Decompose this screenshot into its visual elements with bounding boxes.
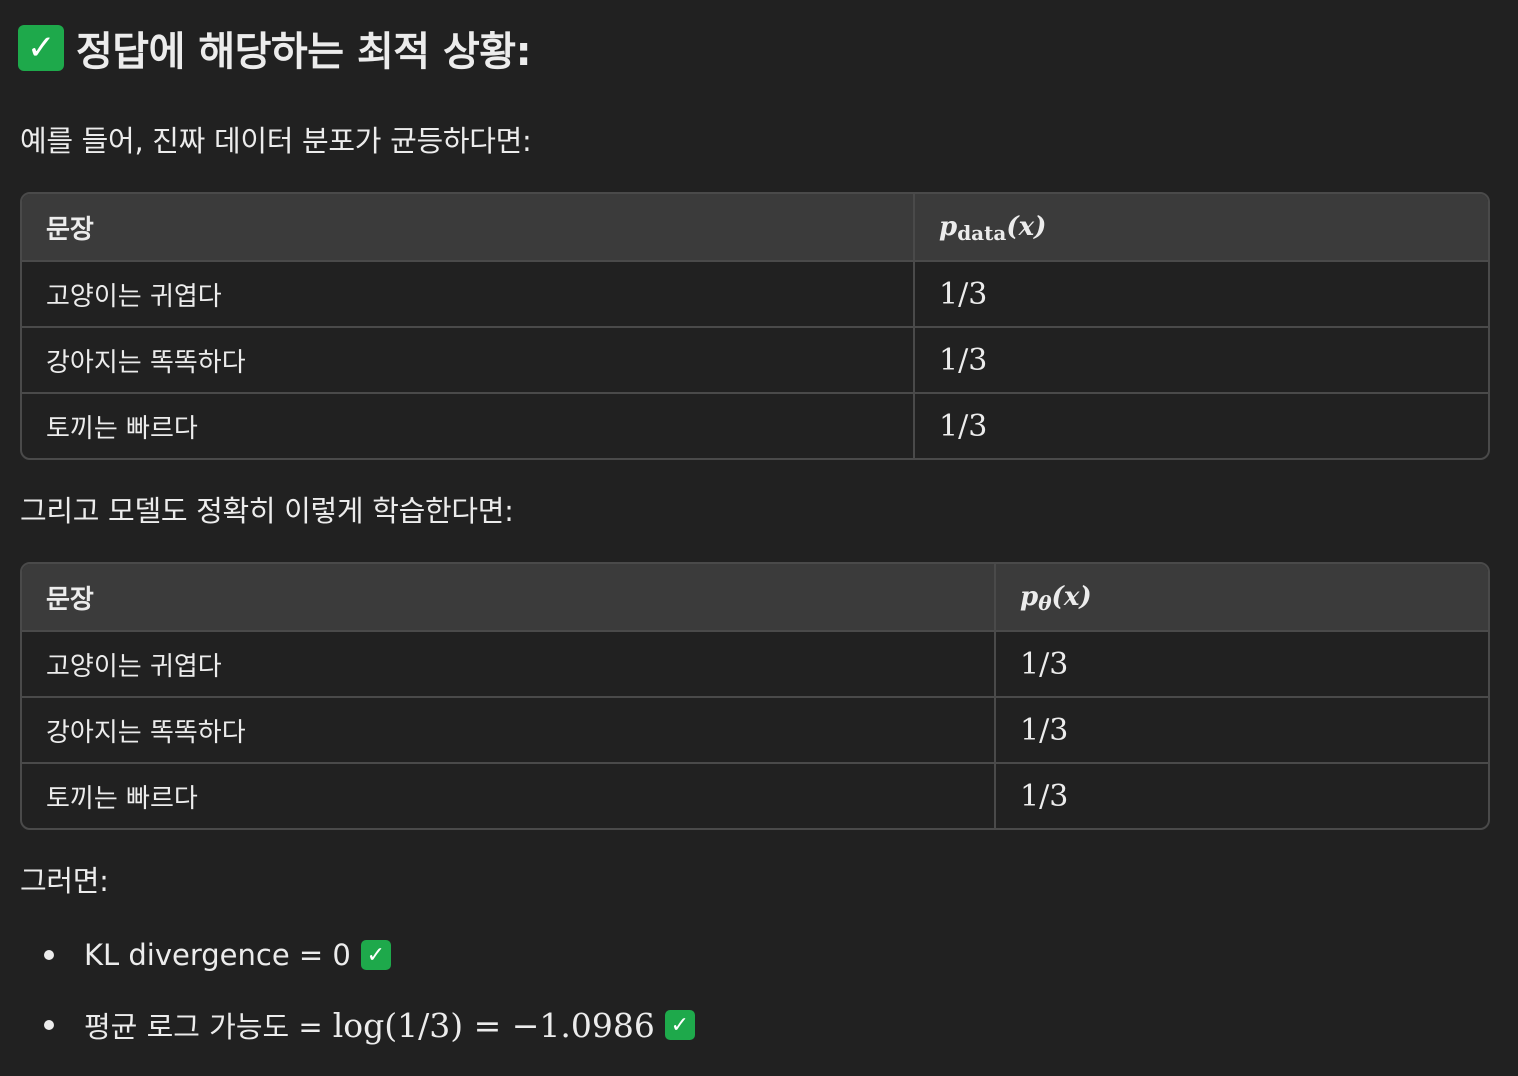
bullet-dot-icon bbox=[44, 1020, 54, 1030]
model-distribution-table: 문장 p θ (x) 고양이는 귀엽다 1/3 강아지는 똑똑하다 1/3 토끼는 … bbox=[20, 562, 1490, 830]
heading-text: 정답에 해당하는 최적 상황: bbox=[76, 29, 532, 75]
intro-paragraph-1: 예를 들어, 진짜 데이터 분포가 균등하다면: bbox=[20, 124, 532, 158]
table-row: 강아지는 똑똑하다 1/3 bbox=[22, 326, 1488, 392]
check-mark-icon: ✓ bbox=[664, 1010, 695, 1040]
sentence-cell: 고양이는 귀엽다 bbox=[22, 262, 915, 326]
table-row: 토끼는 빠르다 1/3 bbox=[22, 762, 1488, 828]
column-header-sentence: 문장 bbox=[22, 564, 996, 630]
sentence-cell: 강아지는 똑똑하다 bbox=[22, 698, 996, 762]
list-item-content: KL divergence = 0 ✓ bbox=[84, 930, 391, 980]
section-heading: ✓ 정답에 해당하는 최적 상황: bbox=[18, 20, 532, 76]
sentence-cell: 강아지는 똑똑하다 bbox=[22, 328, 915, 392]
probability-cell: 1/3 bbox=[1020, 778, 1069, 814]
table-header-row: 문장 p θ (x) bbox=[22, 564, 1488, 630]
column-header-p-theta: p θ (x) bbox=[1020, 582, 1092, 615]
data-distribution-table: 문장 p data (x) 고양이는 귀엽다 1/3 강아지는 똑똑하다 1/3 토… bbox=[20, 192, 1490, 460]
table-row: 토끼는 빠르다 1/3 bbox=[22, 392, 1488, 458]
table-row: 강아지는 똑똑하다 1/3 bbox=[22, 696, 1488, 762]
table-row: 고양이는 귀엽다 1/3 bbox=[22, 630, 1488, 696]
sentence-cell: 토끼는 빠르다 bbox=[22, 394, 915, 458]
intro-paragraph-3: 그러면: bbox=[20, 864, 109, 898]
table-row: 고양이는 귀엽다 1/3 bbox=[22, 260, 1488, 326]
log-likelihood-formula: log(1/3) = −1.0986 bbox=[332, 1005, 655, 1045]
probability-cell: 1/3 bbox=[939, 276, 988, 312]
list-item-content: 평균 로그 가능도 = log(1/3) = −1.0986 ✓ bbox=[84, 1000, 695, 1050]
column-header-sentence: 문장 bbox=[22, 194, 915, 260]
list-item-text: KL divergence = 0 bbox=[84, 938, 351, 972]
probability-cell: 1/3 bbox=[1020, 646, 1069, 682]
intro-paragraph-2: 그리고 모델도 정확히 이렇게 학습한다면: bbox=[20, 494, 514, 528]
probability-cell: 1/3 bbox=[939, 342, 988, 378]
check-mark-icon: ✓ bbox=[18, 25, 64, 71]
probability-cell: 1/3 bbox=[1020, 712, 1069, 748]
check-mark-icon: ✓ bbox=[360, 940, 391, 970]
column-header-p-data: p data (x) bbox=[939, 212, 1047, 245]
table-header-row: 문장 p data (x) bbox=[22, 194, 1488, 260]
sentence-cell: 토끼는 빠르다 bbox=[22, 764, 996, 828]
probability-cell: 1/3 bbox=[939, 408, 988, 444]
sentence-cell: 고양이는 귀엽다 bbox=[22, 632, 996, 696]
list-item-text: 평균 로그 가능도 = bbox=[84, 1010, 323, 1044]
bullet-dot-icon bbox=[44, 950, 54, 960]
